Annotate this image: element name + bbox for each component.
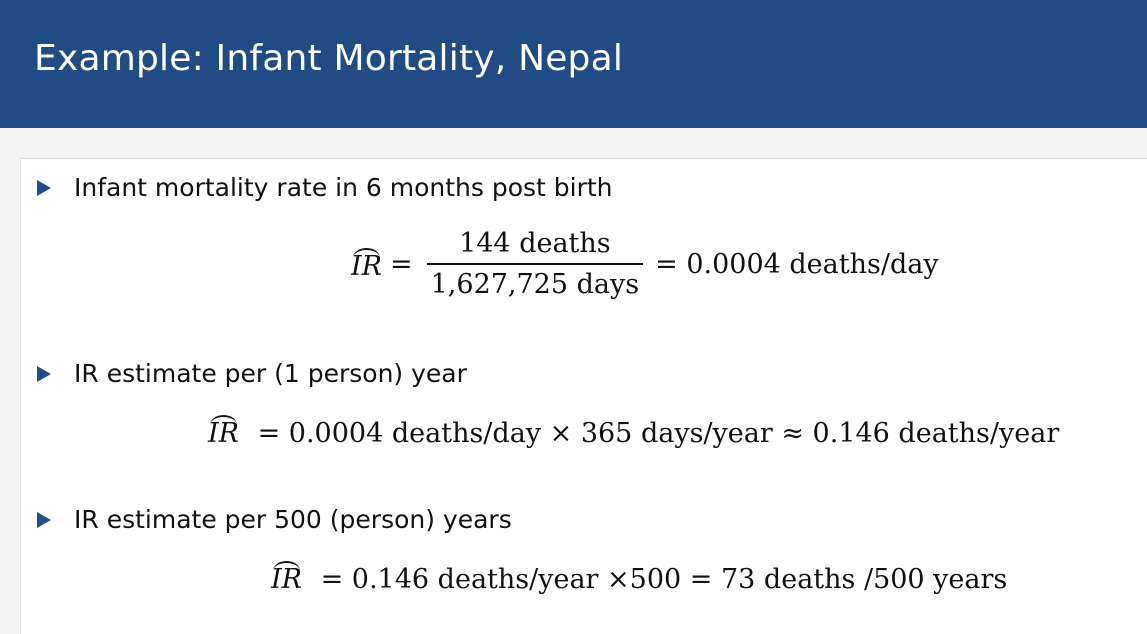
fraction-numerator: 144 deaths — [459, 228, 611, 259]
bullet-text: Infant mortality rate in 6 months post b… — [74, 173, 613, 202]
equation-rhs: = 0.146 deaths/year ×500 = 73 deaths /50… — [320, 564, 1008, 595]
triangle-bullet-icon — [37, 365, 51, 382]
equation-incidence-rate-per-500-years: IR = 0.146 deaths/year ×500 = 73 deaths … — [271, 560, 1007, 595]
equals-sign: = — [390, 248, 413, 280]
slide-header: Example: Infant Mortality, Nepal — [0, 0, 1147, 128]
triangle-bullet-icon — [37, 511, 51, 528]
bullet-text: IR estimate per 500 (person) years — [74, 505, 512, 534]
ir-hat-symbol: IR — [351, 247, 382, 282]
bullet-item-1: Infant mortality rate in 6 months post b… — [37, 173, 613, 202]
fraction-denominator: 1,627,725 days — [426, 263, 644, 300]
equation-incidence-rate-per-day: IR = 144 deaths 1,627,725 days = 0.0004 … — [351, 228, 939, 300]
bullet-item-2: IR estimate per (1 person) year — [37, 359, 467, 388]
hat-accent — [273, 561, 300, 571]
ir-hat-symbol: IR — [271, 560, 302, 595]
equation-rhs: = 0.0004 deaths/day × 365 days/year ≈ 0.… — [257, 418, 1060, 449]
equation-result: = 0.0004 deaths/day — [655, 248, 939, 280]
ir-hat-symbol: IR — [208, 414, 239, 449]
fraction: 144 deaths 1,627,725 days — [426, 228, 644, 300]
slide-content: Infant mortality rate in 6 months post b… — [20, 158, 1147, 634]
triangle-bullet-icon — [37, 179, 51, 196]
equation-incidence-rate-per-year: IR = 0.0004 deaths/day × 365 days/year ≈… — [208, 414, 1059, 449]
slide-title: Example: Infant Mortality, Nepal — [34, 38, 624, 79]
hat-accent — [210, 415, 237, 425]
hat-accent — [353, 247, 380, 258]
bullet-item-3: IR estimate per 500 (person) years — [37, 505, 512, 534]
bullet-text: IR estimate per (1 person) year — [74, 359, 467, 388]
